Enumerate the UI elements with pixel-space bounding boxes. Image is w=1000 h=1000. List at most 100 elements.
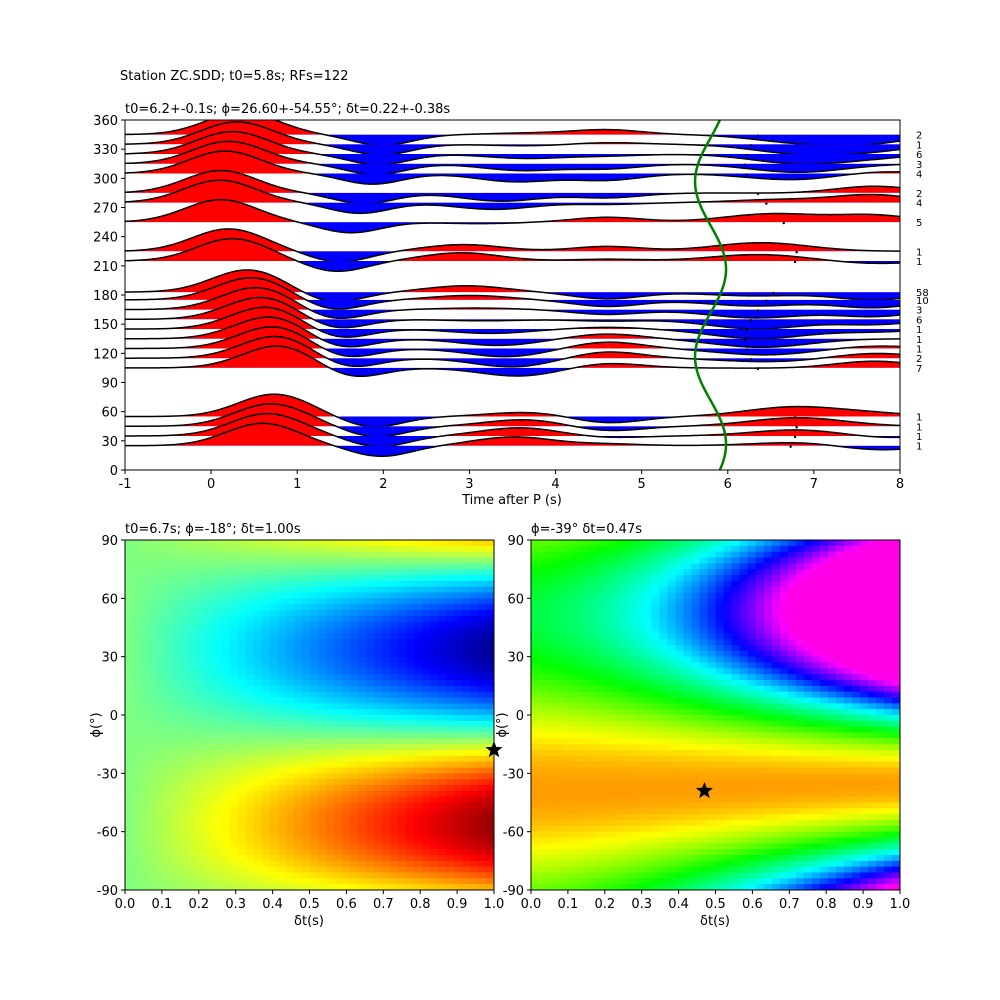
heatmap-cell — [157, 837, 166, 844]
heatmap-cell — [699, 878, 709, 885]
heatmap-cell — [365, 785, 375, 792]
heatmap-cell — [747, 592, 757, 599]
heatmap-cell — [245, 621, 254, 629]
rf-trace-line — [125, 169, 900, 205]
heatmap-cell — [221, 790, 230, 798]
rf-arrival-marker — [745, 348, 748, 351]
rf-trace-line — [125, 345, 900, 378]
heatmap-cell — [619, 680, 628, 687]
heatmap-cell — [445, 592, 455, 599]
heatmap-cell — [667, 750, 676, 757]
heatmap-cell — [149, 849, 158, 856]
heatmap-cell — [365, 650, 375, 658]
heatmap-cell — [683, 586, 693, 594]
heatmap-cell — [619, 598, 628, 605]
heatmap-cell — [755, 866, 765, 874]
heatmap-cell — [253, 551, 262, 559]
heatmap-cell — [349, 610, 359, 617]
heatmap-cell — [301, 668, 311, 675]
heatmap-cell — [659, 604, 668, 611]
heatmap-cell — [413, 866, 423, 874]
heatmap-cell — [277, 779, 287, 786]
heatmap-cell — [453, 866, 463, 874]
heatmap-cell — [341, 738, 351, 745]
heatmap-cell — [181, 580, 190, 588]
heatmap-cell — [707, 837, 717, 844]
heatmap-cell — [571, 610, 580, 617]
heatmap-cell — [469, 656, 479, 664]
heatmap-cell — [587, 744, 596, 751]
heatmap-cell — [699, 779, 709, 786]
heatmap-cell — [189, 837, 198, 844]
heatmap-cell — [301, 825, 311, 833]
heatmap-cell — [755, 860, 765, 868]
heatmap-cell — [373, 843, 383, 850]
heatmap-cell — [333, 825, 343, 833]
heatmap-cell — [795, 656, 805, 664]
heatmap-cell — [643, 627, 652, 634]
heatmap-cell — [611, 866, 620, 874]
heatmap-cell — [325, 621, 335, 629]
heatmap-cell — [197, 633, 206, 640]
heatmap-cell — [787, 855, 797, 862]
heatmap-cell — [205, 563, 214, 570]
heatmap-cell — [461, 697, 471, 704]
heatmap-cell — [149, 790, 158, 798]
heatmap-cell — [349, 662, 359, 669]
heatmap-cell — [381, 773, 391, 780]
heatmap-cell — [309, 656, 319, 664]
heatmap-cell — [691, 884, 701, 890]
heatmap-cell — [771, 615, 781, 623]
heatmap-cell — [699, 884, 709, 890]
heatmap-cell — [413, 773, 423, 780]
heatmap-cell — [261, 650, 270, 658]
heatmap-cell — [237, 849, 246, 856]
heatmap-cell — [165, 726, 174, 734]
heatmap-cell — [547, 680, 556, 687]
heatmap-cell — [683, 615, 693, 623]
heatmap-cell — [469, 650, 479, 658]
heatmap-cell — [165, 656, 174, 664]
heatmap-cell — [595, 668, 604, 675]
heatmap-cell — [333, 866, 343, 874]
heatmap-cell — [635, 884, 644, 890]
heatmap-cell — [309, 808, 319, 815]
heatmap-cell — [619, 697, 628, 704]
heatmap-cell — [381, 884, 391, 890]
heatmap-cell — [477, 884, 487, 890]
heatmap-cell — [445, 773, 455, 780]
heatmap-cell — [237, 790, 246, 798]
heatmap-cell — [405, 720, 415, 728]
heatmap-cell — [165, 866, 174, 874]
heatmap-cell — [397, 592, 407, 599]
heatmap-cell — [579, 808, 588, 815]
heatmap-cell — [611, 703, 620, 710]
heatmap-cell — [413, 586, 423, 594]
heatmap-cell — [531, 773, 540, 780]
heatmap-cell — [213, 709, 222, 716]
heatmap-cell — [763, 703, 773, 710]
heatmap-cell — [381, 645, 391, 652]
heatmap-cell — [707, 750, 717, 757]
heatmap-cell — [149, 843, 158, 850]
heatmap-cell — [365, 720, 375, 728]
heatmap-cell — [189, 720, 198, 728]
heatmap-cell — [659, 796, 668, 804]
heatmap-cell — [133, 656, 142, 664]
heatmap-cell — [333, 884, 343, 890]
heatmap-cell — [237, 785, 246, 792]
heatmap-cell — [563, 703, 572, 710]
heatmap-cell — [269, 645, 279, 652]
heatmap-cell — [461, 563, 471, 570]
heatmap-cell — [445, 849, 455, 856]
heatmap-cell — [309, 586, 319, 594]
heatmap-cell — [587, 610, 596, 617]
heatmap-cell — [397, 633, 407, 640]
heatmap-cell — [301, 586, 311, 594]
heatmap-cell — [691, 796, 701, 804]
heatmap-cell — [723, 621, 733, 629]
heatmap-cell — [365, 598, 375, 605]
heatmap-cell — [571, 808, 580, 815]
heatmap-cell — [691, 551, 701, 559]
heatmap-cell — [221, 773, 230, 780]
